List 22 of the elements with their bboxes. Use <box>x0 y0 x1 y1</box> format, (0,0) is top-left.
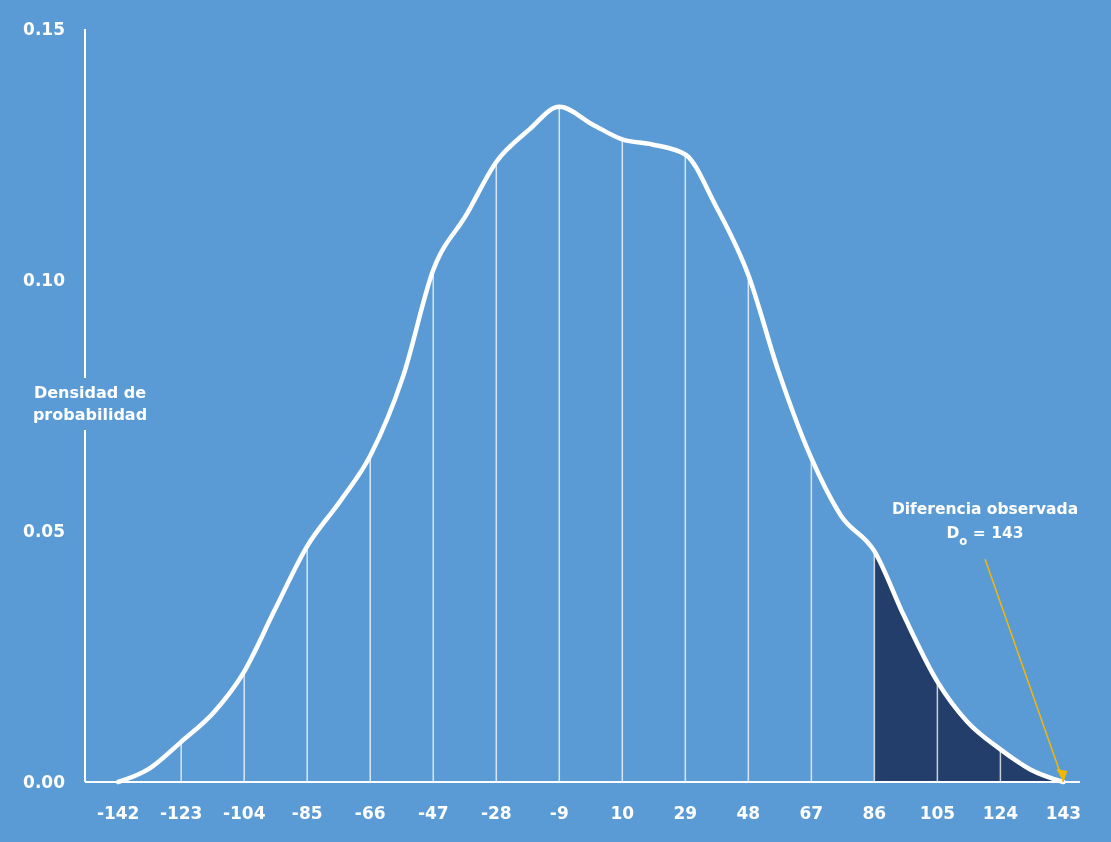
x-tick-label: 86 <box>862 803 887 823</box>
x-tick-label: 29 <box>673 803 698 823</box>
x-tick-label: -28 <box>480 803 512 823</box>
y-axis-title: Densidad de probabilidad <box>32 383 148 424</box>
x-tick-label: -47 <box>417 803 449 823</box>
y-tick-label: 0.00 <box>23 772 66 792</box>
x-tick-label: 124 <box>982 803 1019 823</box>
x-tick-label: -85 <box>291 803 323 823</box>
x-tick-label: 67 <box>799 803 824 823</box>
x-tick-label: -104 <box>222 803 266 823</box>
x-tick-label: -66 <box>354 803 386 823</box>
x-tick-label: 143 <box>1045 803 1082 823</box>
y-tick-label: 0.05 <box>23 521 65 541</box>
annotation: Diferencia observada D$_{o}$ = 143 <box>891 500 1079 548</box>
x-tick-label: -142 <box>96 803 140 823</box>
x-tick-label: 10 <box>610 803 635 823</box>
x-tick-label: -123 <box>159 803 203 823</box>
x-tick-label: 48 <box>736 803 761 823</box>
y-tick-label: 0.10 <box>23 270 66 290</box>
x-tick-label: 105 <box>919 803 956 823</box>
x-tick-label: -9 <box>549 803 569 823</box>
y-tick-label: 0.15 <box>23 19 65 39</box>
